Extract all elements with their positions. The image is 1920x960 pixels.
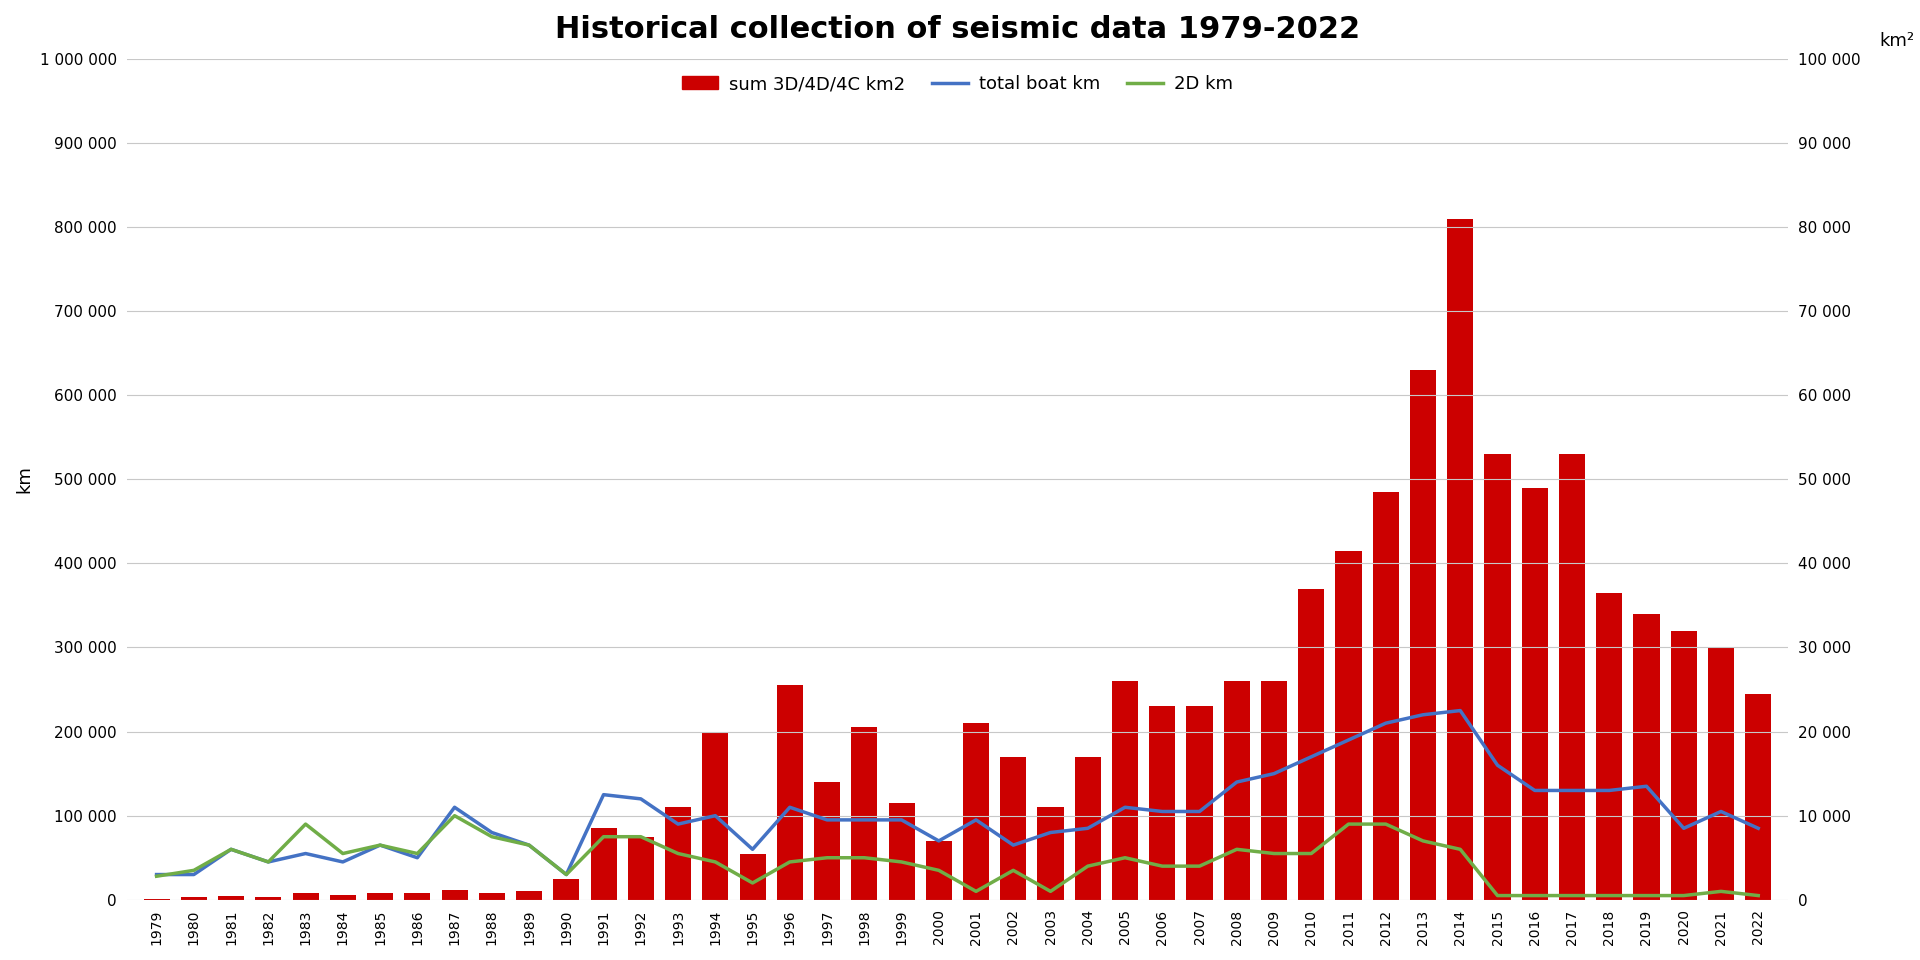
Bar	[664, 807, 691, 900]
Bar	[255, 898, 282, 900]
Bar	[330, 895, 355, 900]
Bar	[1448, 219, 1473, 900]
Bar	[1223, 682, 1250, 900]
Bar	[442, 890, 468, 900]
Legend: sum 3D/4D/4C km2, total boat km, 2D km: sum 3D/4D/4C km2, total boat km, 2D km	[674, 68, 1240, 100]
Bar	[292, 893, 319, 900]
Bar	[1187, 707, 1213, 900]
Bar	[703, 732, 728, 900]
Y-axis label: km: km	[15, 466, 33, 493]
Bar	[1670, 631, 1697, 900]
Bar	[516, 892, 541, 900]
Bar	[814, 782, 841, 900]
Bar	[591, 828, 616, 900]
Bar	[1634, 613, 1659, 900]
Bar	[1709, 647, 1734, 900]
Bar	[1298, 588, 1325, 900]
Bar	[1745, 694, 1772, 900]
Bar	[628, 837, 655, 900]
Bar	[1559, 454, 1586, 900]
Bar	[1523, 488, 1548, 900]
Bar	[478, 893, 505, 900]
Bar	[851, 728, 877, 900]
Bar	[405, 893, 430, 900]
Bar	[1000, 756, 1027, 900]
Bar	[778, 685, 803, 900]
Bar	[180, 898, 207, 900]
Bar	[739, 853, 766, 900]
Y-axis label: km²: km²	[1880, 33, 1914, 51]
Bar	[1112, 682, 1139, 900]
Bar	[1484, 454, 1511, 900]
Bar	[219, 896, 244, 900]
Bar	[1336, 551, 1361, 900]
Bar	[1261, 682, 1286, 900]
Bar	[1037, 807, 1064, 900]
Title: Historical collection of seismic data 1979-2022: Historical collection of seismic data 19…	[555, 15, 1359, 44]
Bar	[1409, 370, 1436, 900]
Bar	[553, 878, 580, 900]
Bar	[1075, 756, 1100, 900]
Bar	[1373, 492, 1400, 900]
Bar	[1596, 593, 1622, 900]
Bar	[964, 723, 989, 900]
Bar	[1150, 707, 1175, 900]
Bar	[889, 804, 914, 900]
Bar	[925, 841, 952, 900]
Bar	[367, 893, 394, 900]
